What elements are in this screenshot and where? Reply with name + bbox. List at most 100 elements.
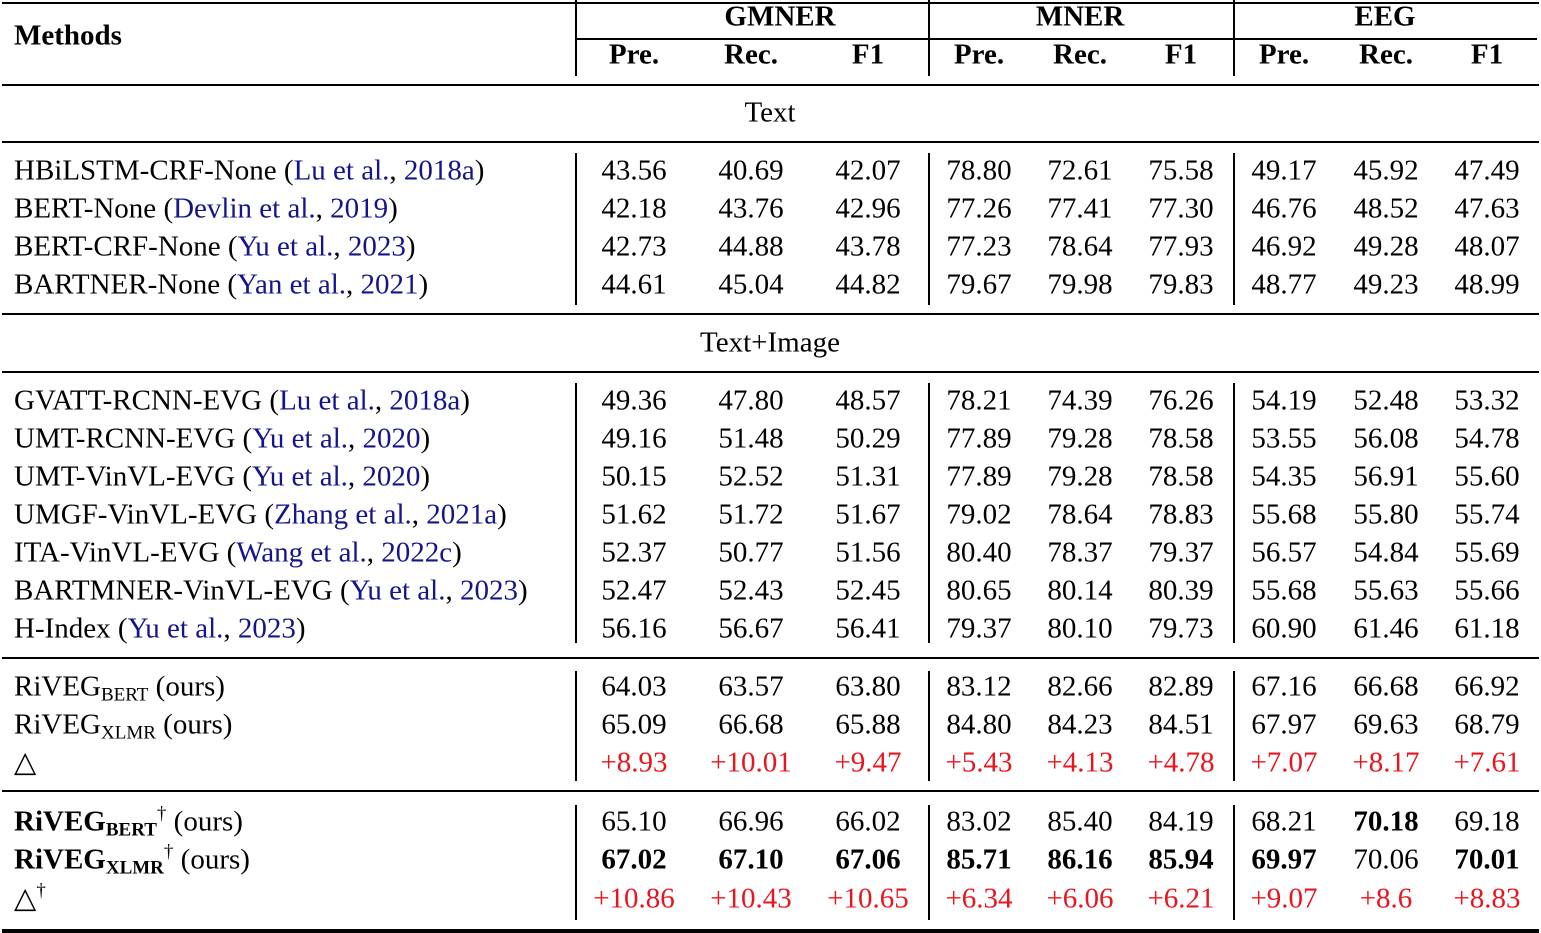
citation-authors: Yan et al.	[237, 268, 347, 301]
table-cell: 52.52	[718, 460, 784, 493]
table-cell: 51.31	[835, 460, 901, 493]
table-cell: 78.64	[1047, 498, 1113, 531]
table-cell: 67.16	[1251, 670, 1317, 703]
table-cell: 84.51	[1148, 708, 1214, 741]
table-cell: 83.12	[946, 670, 1012, 703]
method-label: BARTMNER-VinVL-EVG	[14, 574, 333, 607]
column-divider	[575, 153, 577, 305]
group-header: EEG	[1354, 0, 1416, 33]
section-title: Text+Image	[700, 326, 840, 359]
table-cell: 48.57	[835, 384, 901, 417]
column-divider	[928, 671, 930, 781]
table-cell: 42.07	[835, 154, 901, 187]
delta-cell: +4.78	[1147, 746, 1215, 779]
citation-authors: Yu et al.	[127, 612, 224, 645]
table-cell: 79.98	[1047, 268, 1113, 301]
column-divider	[1233, 0, 1235, 76]
citation-year: 2023	[459, 574, 518, 607]
table-cell: 52.45	[835, 574, 901, 607]
table-cell: 67.10	[718, 843, 784, 876]
method-subscript: XLMR	[101, 722, 156, 744]
section-title: Text	[744, 96, 796, 129]
table-cell: 70.06	[1353, 843, 1419, 876]
table-cell: 43.76	[718, 192, 784, 225]
table-cell: 51.67	[835, 498, 901, 531]
table-cell: 51.48	[718, 422, 784, 455]
table-cell: 50.29	[835, 422, 901, 455]
table-cell: 85.71	[946, 843, 1012, 876]
citation-year: 2018a	[389, 384, 461, 417]
method-name: RiVEGXLMR (ours)	[14, 708, 233, 743]
table-cell: 75.58	[1148, 154, 1214, 187]
table-cell: 49.16	[601, 422, 667, 455]
table-cell: 63.57	[718, 670, 784, 703]
method-label: BARTNER-None	[14, 268, 221, 301]
table-cell: 64.03	[601, 670, 667, 703]
delta-cell: +6.21	[1147, 882, 1215, 915]
table-cell: 67.97	[1251, 708, 1317, 741]
table-cell: 79.37	[946, 612, 1012, 645]
table-cell: 52.48	[1353, 384, 1419, 417]
delta-cell: +9.07	[1250, 882, 1318, 915]
table-cell: 53.55	[1251, 422, 1317, 455]
table-cell: 47.63	[1454, 192, 1520, 225]
column-divider	[928, 0, 930, 76]
group-header: GMNER	[724, 0, 836, 33]
table-cell: 65.88	[835, 708, 901, 741]
method-name: △†	[14, 882, 46, 914]
table-cell: 47.80	[718, 384, 784, 417]
horizontal-rule	[2, 2, 1539, 4]
method-label: RiVEG	[14, 843, 106, 876]
table-cell: 79.02	[946, 498, 1012, 531]
table-cell: 43.56	[601, 154, 667, 187]
table-cell: 78.64	[1047, 230, 1113, 263]
metric-header: F1	[1470, 38, 1504, 71]
column-divider	[1233, 383, 1235, 643]
method-name: RiVEGXLMR† (ours)	[14, 843, 250, 878]
table-cell: 55.68	[1251, 498, 1317, 531]
citation-authors: Yu et al.	[252, 460, 348, 493]
method-suffix: (ours)	[163, 708, 233, 741]
table-cell: 44.88	[718, 230, 784, 263]
column-divider	[575, 805, 577, 920]
metric-header: Pre.	[608, 38, 660, 71]
table-cell: 50.77	[718, 536, 784, 569]
table-cell: 79.83	[1148, 268, 1214, 301]
table-cell: 79.73	[1148, 612, 1214, 645]
horizontal-rule	[2, 371, 1539, 373]
table-cell: 78.37	[1047, 536, 1113, 569]
table-cell: 79.28	[1047, 460, 1113, 493]
column-divider	[928, 153, 930, 305]
delta-cell: +10.01	[710, 746, 792, 779]
metric-header: Rec.	[1053, 38, 1107, 71]
table-cell: 78.83	[1148, 498, 1214, 531]
method-name: RiVEGBERT (ours)	[14, 672, 225, 705]
table-cell: 69.97	[1251, 843, 1317, 876]
table-cell: 54.19	[1251, 384, 1317, 417]
table-cell: 52.43	[718, 574, 784, 607]
table-cell: 49.23	[1353, 268, 1419, 301]
delta-cell: +10.43	[710, 882, 792, 915]
table-cell: 51.62	[601, 498, 667, 531]
table-cell: 61.46	[1353, 612, 1419, 645]
method-subscript: BERT	[101, 684, 149, 706]
table-cell: 77.41	[1047, 192, 1113, 225]
table-cell: 42.73	[601, 230, 667, 263]
dagger-mark: †	[163, 841, 174, 863]
citation-authors: Yu et al.	[237, 230, 334, 263]
table-cell: 56.16	[601, 612, 667, 645]
table-cell: 44.61	[601, 268, 667, 301]
table-cell: 51.72	[718, 498, 784, 531]
method-name: UMGF-VinVL-EVG (Zhang et al., 2021a)	[14, 498, 507, 531]
table-cell: 55.69	[1454, 536, 1520, 569]
table-cell: 80.10	[1047, 612, 1113, 645]
table-cell: 78.58	[1148, 422, 1214, 455]
table-cell: 43.78	[835, 230, 901, 263]
table-cell: 85.40	[1047, 805, 1113, 838]
method-label: UMGF-VinVL-EVG	[14, 498, 258, 531]
method-label: UMT-RCNN-EVG	[14, 422, 236, 455]
table-cell: 61.18	[1454, 612, 1520, 645]
table-cell: 84.19	[1148, 805, 1214, 838]
dagger-mark: †	[156, 803, 167, 825]
table-cell: 82.66	[1047, 670, 1113, 703]
